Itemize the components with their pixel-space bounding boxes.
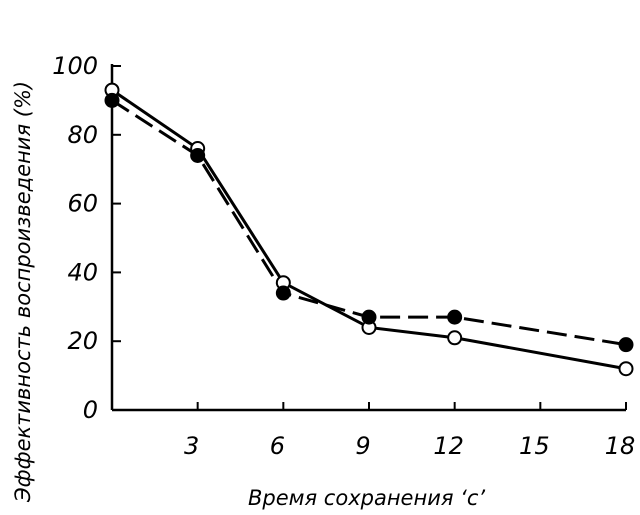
x-tick-label: 15 bbox=[519, 432, 550, 460]
y-axis-title: Эффективность воспроизведения (%) bbox=[11, 81, 35, 503]
series-2-line bbox=[111, 99, 627, 347]
series-2-point bbox=[447, 309, 463, 325]
series-layer bbox=[104, 82, 634, 377]
series-2-point bbox=[275, 285, 291, 301]
series-2-point bbox=[104, 92, 120, 108]
x-tick-label: 18 bbox=[605, 432, 636, 460]
series-1-point bbox=[447, 330, 463, 346]
x-tick-label: 12 bbox=[433, 432, 464, 460]
x-axis-title: Время сохранения ‘с’ bbox=[248, 486, 485, 510]
x-tick-label: 6 bbox=[270, 432, 285, 460]
y-tick-label: 0 bbox=[83, 396, 98, 424]
series-1-point bbox=[618, 361, 634, 377]
axes: 0 20 40 60 80 100 3 6 9 12 15 18 bbox=[52, 52, 635, 460]
y-tick-label: 100 bbox=[52, 52, 98, 80]
x-tick-label: 9 bbox=[355, 432, 370, 460]
series-2-point bbox=[361, 309, 377, 325]
x-tick-label: 3 bbox=[184, 432, 199, 460]
series-2-point bbox=[190, 147, 206, 163]
series-2-point bbox=[618, 337, 634, 353]
y-tick-label: 20 bbox=[67, 327, 98, 355]
y-tick-label: 80 bbox=[67, 121, 98, 149]
y-tick-label: 40 bbox=[67, 258, 98, 286]
y-tick-label: 60 bbox=[67, 190, 98, 218]
